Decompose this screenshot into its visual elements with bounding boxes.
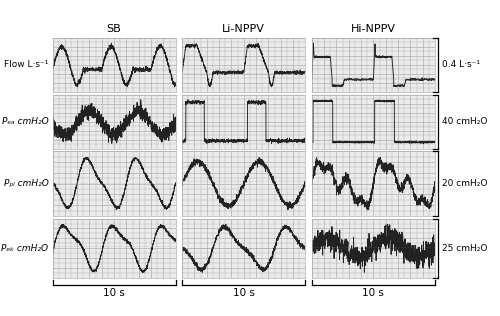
Text: 25 cmH₂O: 25 cmH₂O — [442, 244, 488, 253]
Text: 10 s: 10 s — [103, 288, 125, 298]
Text: Hi-NPPV: Hi-NPPV — [351, 24, 396, 34]
Text: Flow L·s⁻¹: Flow L·s⁻¹ — [4, 60, 48, 70]
Text: 40 cmH₂O: 40 cmH₂O — [442, 117, 488, 126]
Text: 0.4 L·s⁻¹: 0.4 L·s⁻¹ — [442, 60, 480, 70]
Text: Li-NPPV: Li-NPPV — [222, 24, 265, 34]
Text: Pₚₗ cmH₂O: Pₚₗ cmH₂O — [4, 179, 48, 188]
Text: 10 s: 10 s — [233, 288, 254, 298]
Text: 10 s: 10 s — [362, 288, 384, 298]
Text: SB: SB — [106, 24, 122, 34]
Text: 20 cmH₂O: 20 cmH₂O — [442, 179, 488, 188]
Text: Pₑₐ cmH₂O: Pₑₐ cmH₂O — [2, 117, 48, 126]
Text: Pₑₖ cmH₂O: Pₑₖ cmH₂O — [2, 244, 48, 253]
